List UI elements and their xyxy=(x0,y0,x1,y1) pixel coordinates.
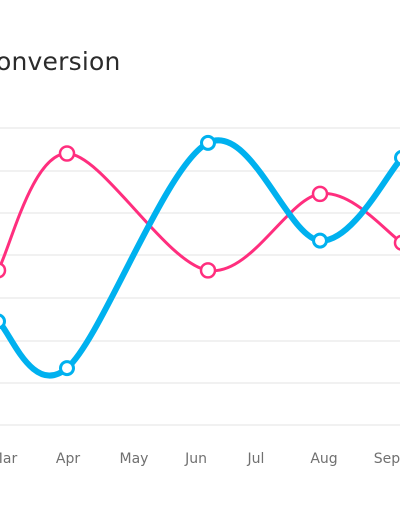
x-tick-label-aug: Aug xyxy=(310,451,337,467)
series-2-point-sep[interactable] xyxy=(394,150,400,166)
series-1-point-aug[interactable] xyxy=(311,185,329,203)
series-1-point-apr[interactable] xyxy=(58,145,76,162)
x-tick-label-sep: Sep xyxy=(374,451,400,467)
x-tick-label-jun: Jun xyxy=(184,451,207,467)
series-2-point-apr[interactable] xyxy=(59,360,75,377)
series-line-2 xyxy=(0,137,400,379)
series-2-point-mar[interactable] xyxy=(0,313,6,330)
chart-title: onversion xyxy=(0,47,121,76)
series-line-1 xyxy=(0,151,400,272)
series-group xyxy=(0,134,400,379)
x-axis-ticks: Mar Apr May Jun Jul Aug Sep xyxy=(0,451,400,467)
series-1-point-sep[interactable] xyxy=(393,234,400,251)
series-1-point-jun[interactable] xyxy=(199,262,217,279)
x-tick-label-may: May xyxy=(120,451,149,467)
x-tick-label-jul: Jul xyxy=(247,451,265,467)
gridlines xyxy=(0,127,400,426)
x-tick-label-apr: Apr xyxy=(56,451,80,467)
series-2-point-aug[interactable] xyxy=(312,232,328,249)
x-tick-label-mar: Mar xyxy=(0,451,17,467)
series-1-point-mar[interactable] xyxy=(0,262,7,279)
series-2-point-jun[interactable] xyxy=(200,134,216,151)
